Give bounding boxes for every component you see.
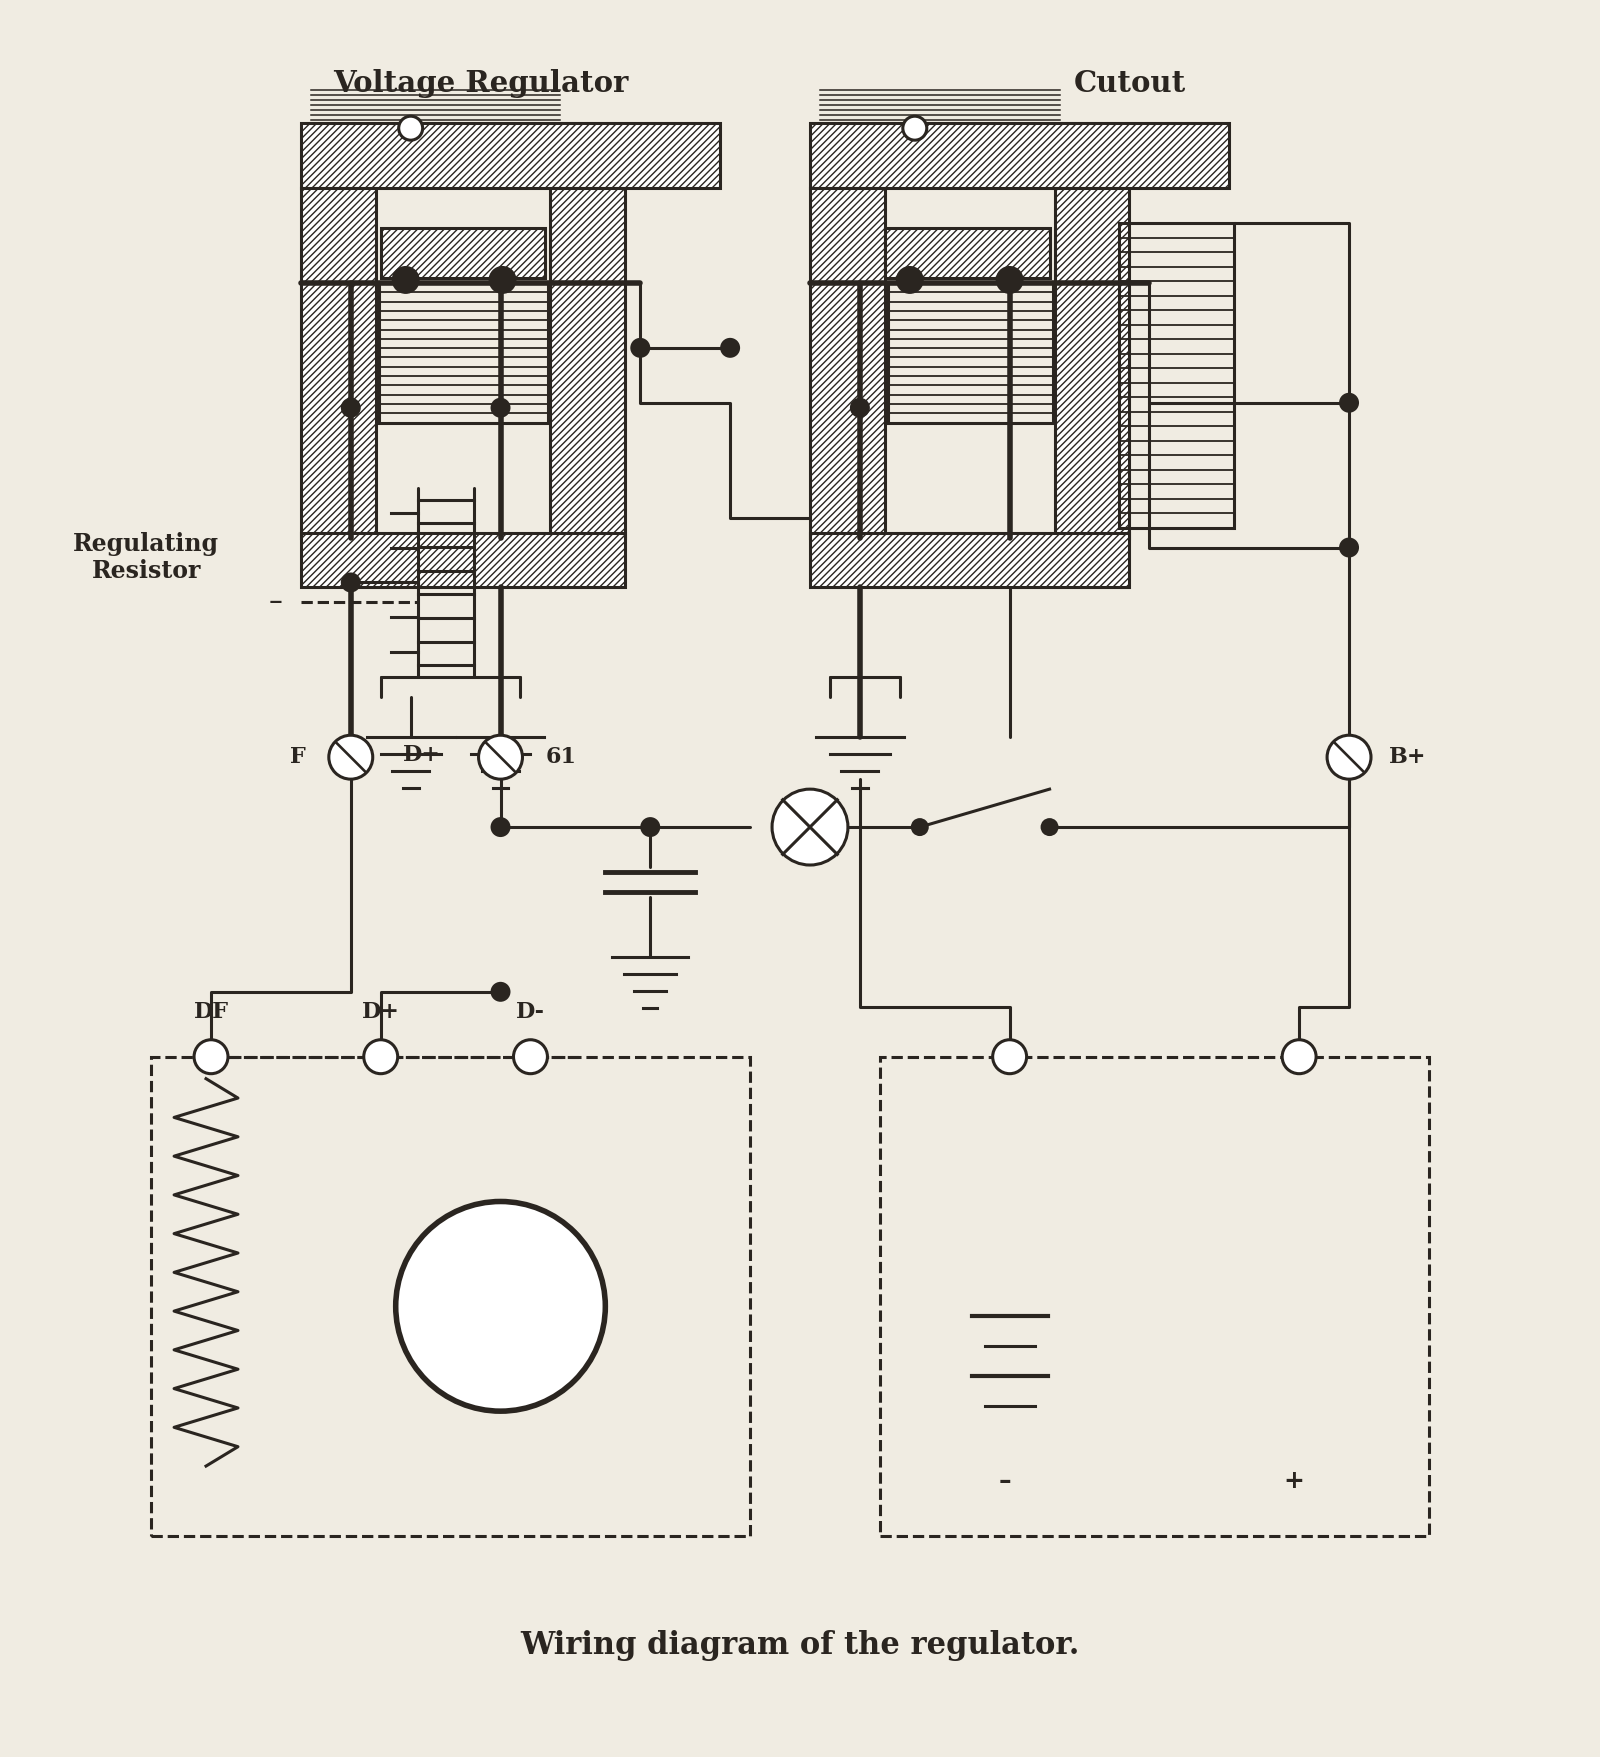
Circle shape [1326, 734, 1371, 778]
Circle shape [363, 1040, 398, 1074]
Circle shape [330, 734, 373, 778]
Circle shape [850, 397, 870, 418]
Text: F: F [290, 747, 306, 768]
Circle shape [491, 982, 510, 1001]
Circle shape [1339, 538, 1358, 557]
Circle shape [902, 116, 926, 141]
Text: D+: D+ [362, 1001, 400, 1023]
Bar [885, 228, 1050, 278]
Text: D-: D- [515, 1001, 546, 1023]
Circle shape [488, 265, 517, 293]
Circle shape [1339, 394, 1358, 413]
Circle shape [773, 789, 848, 864]
Circle shape [341, 397, 360, 418]
Text: B+: B+ [1389, 747, 1427, 768]
Bar [301, 532, 626, 587]
Text: –: – [269, 589, 283, 617]
Bar [888, 283, 1053, 423]
Circle shape [1282, 1040, 1317, 1074]
Circle shape [398, 116, 422, 141]
Text: D+: D+ [403, 745, 440, 766]
Circle shape [896, 265, 923, 293]
Circle shape [640, 817, 661, 836]
Circle shape [910, 819, 928, 836]
Bar [880, 1056, 1429, 1536]
Circle shape [630, 337, 650, 358]
Bar [381, 228, 546, 278]
Text: DF: DF [194, 1001, 229, 1023]
Text: 61: 61 [546, 747, 576, 768]
Bar [301, 123, 720, 188]
Circle shape [395, 1202, 605, 1411]
Text: Regulating
Resistor: Regulating Resistor [74, 532, 219, 583]
Text: Wiring diagram of the regulator.: Wiring diagram of the regulator. [520, 1630, 1080, 1662]
Circle shape [194, 1040, 227, 1074]
Circle shape [491, 817, 510, 836]
Circle shape [491, 397, 510, 418]
Bar [1120, 223, 1234, 527]
Bar [810, 123, 1229, 188]
Text: –: – [998, 1469, 1011, 1493]
Circle shape [992, 1040, 1027, 1074]
Circle shape [392, 265, 419, 293]
Circle shape [720, 337, 741, 358]
Bar [301, 188, 376, 538]
Text: Voltage Regulator: Voltage Regulator [333, 69, 629, 98]
Circle shape [341, 573, 360, 592]
Text: Cutout: Cutout [1074, 69, 1186, 98]
Bar [810, 532, 1130, 587]
Circle shape [1040, 819, 1059, 836]
Circle shape [478, 734, 523, 778]
Bar [150, 1056, 750, 1536]
Bar [1054, 188, 1130, 538]
Circle shape [995, 265, 1024, 293]
Text: +: + [1283, 1469, 1304, 1493]
Circle shape [514, 1040, 547, 1074]
Bar [550, 188, 626, 538]
Bar [379, 283, 549, 423]
Bar [810, 188, 885, 538]
